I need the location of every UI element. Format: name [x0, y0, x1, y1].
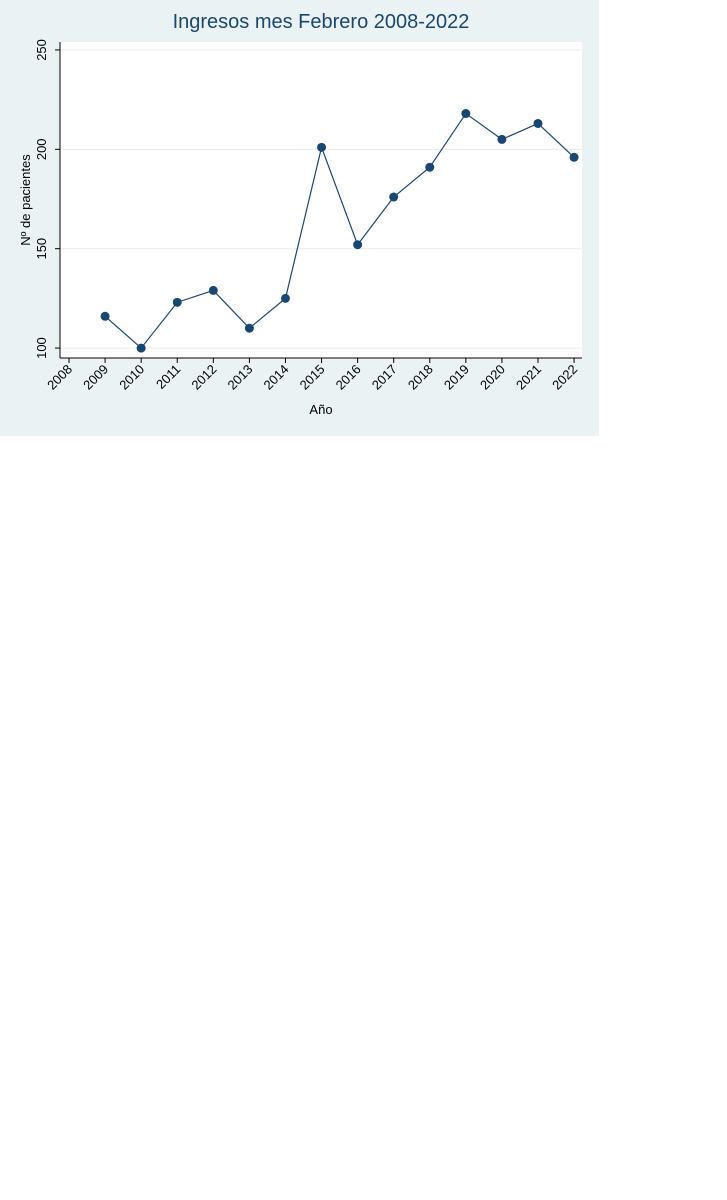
- marker: [280, 293, 290, 303]
- chart-title: Ingresos mes Febrero 2008-2022: [173, 11, 470, 33]
- x-axis-label: Año: [309, 402, 332, 417]
- marker: [208, 285, 218, 295]
- marker: [389, 192, 399, 202]
- y-tick-label: 200: [34, 138, 49, 160]
- marker: [461, 109, 471, 119]
- y-tick-label: 150: [34, 238, 49, 260]
- marker: [533, 118, 543, 128]
- marker: [317, 142, 327, 152]
- marker: [172, 297, 182, 307]
- y-tick-label: 250: [34, 39, 49, 61]
- plot-area: [60, 42, 582, 358]
- marker: [353, 240, 363, 250]
- chart: Ingresos mes Febrero 2008-2022 Año Nº de…: [0, 0, 599, 436]
- marker: [497, 134, 507, 144]
- marker: [100, 311, 110, 321]
- y-tick-label: 100: [34, 337, 49, 359]
- y-axis-label: Nº de pacientes: [18, 154, 33, 246]
- line: [104, 112, 575, 349]
- marker: [136, 343, 146, 353]
- marker: [425, 162, 435, 172]
- marker: [244, 323, 254, 333]
- marker: [569, 152, 579, 162]
